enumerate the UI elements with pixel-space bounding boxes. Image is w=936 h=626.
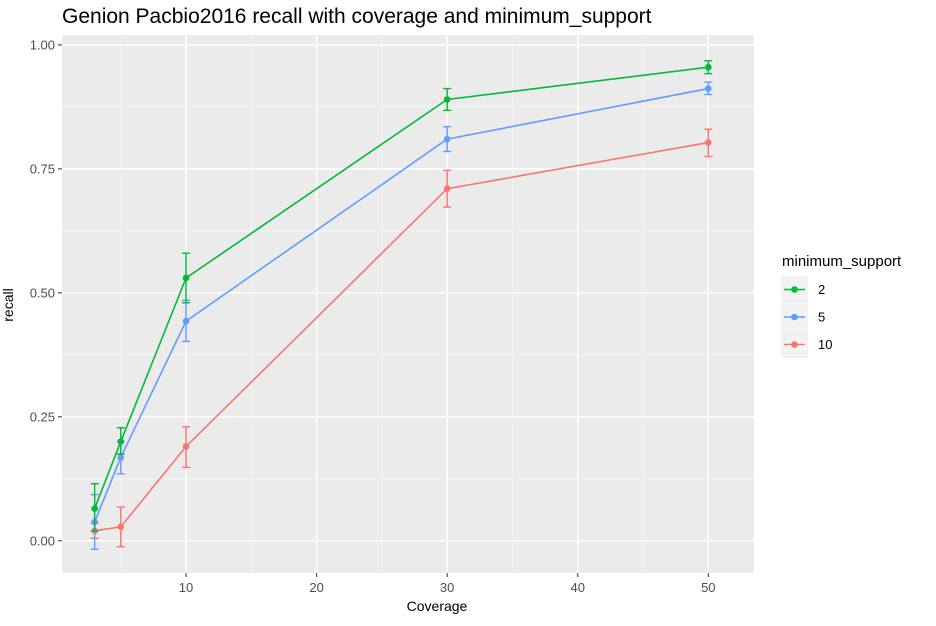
x-axis: 10 20 30 40 50	[179, 573, 716, 595]
y-tick-label: 0.25	[30, 409, 55, 424]
legend-key-point	[791, 341, 798, 348]
plot-panel	[62, 35, 754, 573]
chart-title: Genion Pacbio2016 recall with coverage a…	[62, 5, 652, 28]
legend-key-point	[791, 313, 798, 321]
series-2	[90, 60, 713, 532]
legend-label: 10	[818, 337, 832, 352]
legend-item-10: 10	[781, 331, 832, 358]
grid-minor	[62, 35, 754, 573]
legend-label: 2	[818, 282, 825, 297]
x-tick-label: 20	[309, 580, 323, 595]
legend-item-5: 5	[781, 303, 825, 331]
x-axis-title: Coverage	[407, 598, 468, 614]
data-point	[443, 96, 451, 103]
series-5	[90, 81, 713, 550]
data-point	[705, 139, 712, 146]
data-point	[705, 85, 712, 92]
data-point	[182, 443, 190, 450]
legend: minimum_support 2 5 10	[781, 253, 902, 358]
y-axis-title: recall	[0, 288, 16, 321]
y-axis: 0.00 0.25 0.50 0.75 1.00	[30, 37, 62, 548]
x-tick-label: 10	[179, 580, 193, 595]
data-point	[443, 185, 451, 193]
data-point	[117, 454, 125, 461]
x-tick-label: 40	[571, 580, 585, 595]
legend-label: 5	[818, 310, 825, 325]
data-point	[117, 438, 125, 445]
legend-item-2: 2	[781, 276, 825, 303]
x-tick-label: 50	[701, 580, 715, 595]
data-point	[182, 274, 190, 282]
x-tick-label: 30	[440, 580, 454, 595]
y-tick-label: 0.00	[30, 533, 55, 548]
y-tick-label: 0.75	[30, 161, 55, 176]
y-tick-label: 1.00	[30, 37, 55, 52]
data-point	[182, 317, 190, 325]
grid-major	[62, 35, 754, 573]
data-point	[443, 135, 451, 143]
legend-title: minimum_support	[782, 253, 902, 270]
legend-key-point	[791, 286, 798, 293]
data-point	[91, 505, 98, 512]
data-point	[705, 63, 712, 71]
data-point	[117, 523, 125, 531]
y-tick-label: 0.50	[30, 285, 55, 300]
series-layer	[90, 60, 713, 550]
